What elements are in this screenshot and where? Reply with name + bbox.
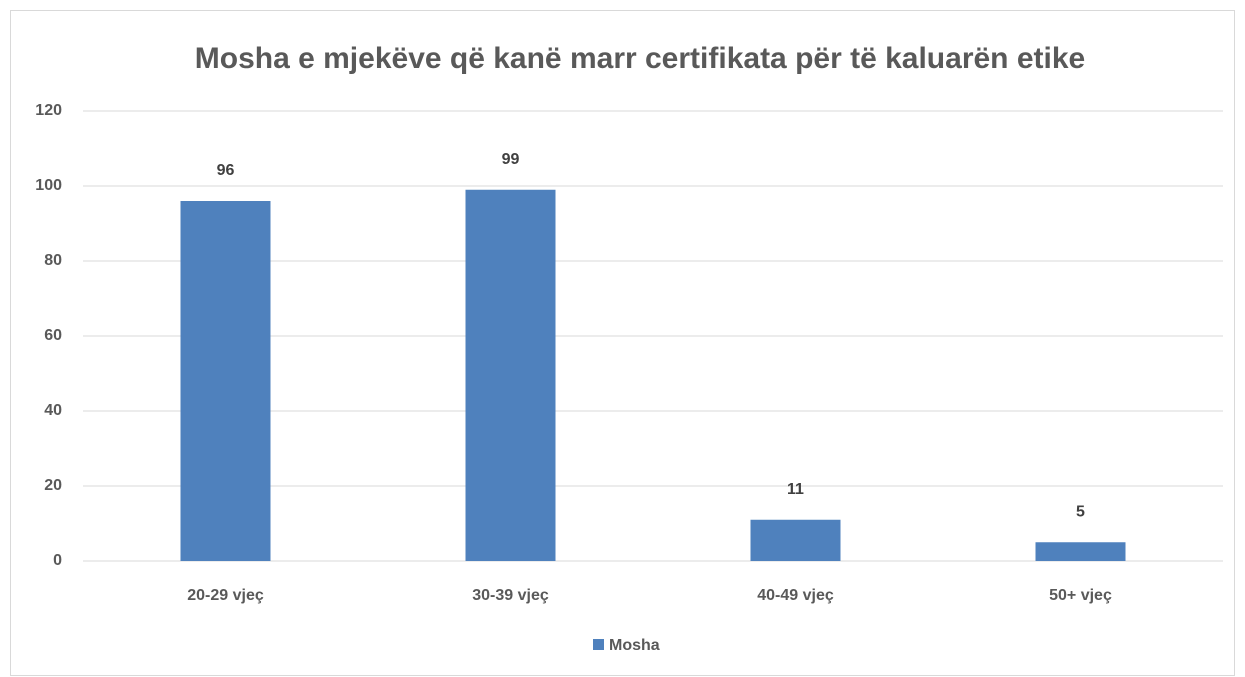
data-label: 96 [217, 162, 235, 179]
bar [180, 201, 271, 561]
x-tick-label: 40-49 vjeç [757, 587, 834, 604]
y-tick-label: 100 [35, 177, 62, 194]
legend-swatch [593, 639, 604, 650]
x-tick-label: 50+ vjeç [1049, 587, 1112, 604]
y-tick-label: 120 [35, 102, 62, 119]
data-label: 5 [1076, 503, 1085, 520]
y-tick-label: 0 [53, 552, 62, 569]
data-label: 11 [787, 481, 804, 498]
y-tick-label: 60 [44, 327, 62, 344]
x-tick-label: 30-39 vjeç [472, 587, 549, 604]
data-label: 99 [502, 151, 520, 168]
bar [750, 519, 841, 561]
y-tick-label: 40 [44, 402, 62, 419]
y-tick-label: 20 [44, 477, 62, 494]
bar [1035, 542, 1126, 561]
chart-title: Mosha e mjekëve që kanë marr certifikata… [195, 42, 1085, 75]
x-tick-label: 20-29 vjeç [187, 587, 264, 604]
bar [465, 189, 556, 561]
legend-label: Mosha [609, 637, 660, 654]
y-tick-label: 80 [44, 252, 62, 269]
